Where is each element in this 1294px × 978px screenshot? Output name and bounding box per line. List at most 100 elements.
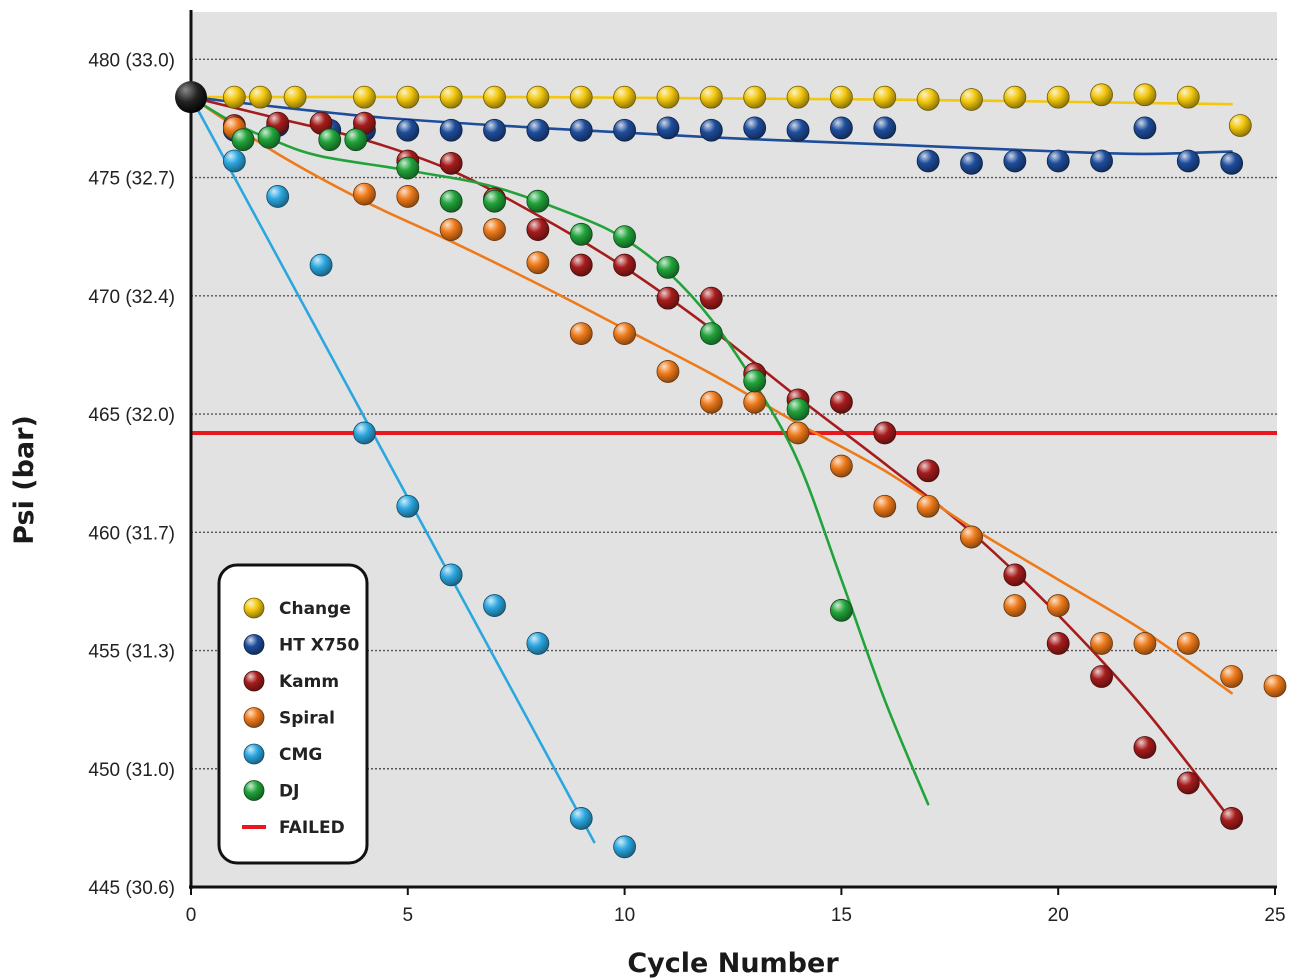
point-cmg (396, 494, 420, 518)
point-cmg (266, 185, 290, 208)
point-spiral (1176, 632, 1200, 655)
legend-label-change: Change (279, 599, 351, 619)
point-ht-x750 (656, 116, 680, 140)
x-tick-labels: 0 5 10 15 20 25 (186, 887, 1286, 926)
point-dj (656, 256, 680, 279)
point-change (613, 85, 636, 109)
point-ht-x750 (1220, 151, 1244, 175)
point-ht-x750 (1176, 149, 1200, 173)
y-tick-label: 475 (32.7) (88, 169, 175, 190)
point-spiral (526, 251, 550, 275)
point-ht-x750 (439, 118, 463, 142)
point-ht-x750 (483, 118, 506, 142)
point-dj (699, 322, 723, 346)
x-tick-label: 0 (186, 905, 197, 926)
point-dj (613, 225, 636, 249)
point-kamm (830, 390, 853, 414)
point-ht-x750 (743, 116, 767, 140)
point-spiral (569, 322, 593, 346)
point-change (699, 85, 723, 109)
point-dj (396, 156, 420, 180)
point-kamm (699, 286, 723, 310)
point-change (786, 85, 810, 109)
legend-marker-change (243, 597, 265, 619)
point-spiral (873, 494, 897, 518)
point-kamm (1220, 807, 1244, 830)
point-change (1228, 114, 1252, 137)
y-tick-label: 455 (31.3) (88, 642, 175, 663)
legend-marker-kamm (243, 670, 265, 692)
point-change (222, 85, 246, 109)
point-change (569, 85, 593, 109)
point-change (1133, 83, 1157, 107)
y-tick-label: 460 (31.7) (88, 523, 175, 544)
point-dj (231, 128, 255, 152)
point-change (1090, 83, 1113, 107)
point-dj (344, 128, 368, 152)
point-kamm (873, 421, 897, 445)
point-cmg (222, 149, 246, 173)
point-change (439, 85, 463, 109)
x-tick-label: 10 (614, 905, 635, 926)
point-dj (439, 189, 463, 213)
legend-marker-ht-x750 (243, 634, 265, 655)
point-cmg (569, 807, 593, 830)
point-spiral (396, 185, 420, 208)
x-tick-label: 20 (1048, 905, 1069, 926)
point-change (960, 88, 983, 111)
point-spiral (656, 360, 680, 383)
point-change (873, 85, 897, 109)
y-tick-label: 470 (32.4) (88, 287, 175, 308)
x-tick-label: 15 (831, 905, 852, 926)
point-ht-x750 (873, 116, 897, 140)
point-spiral (699, 390, 723, 414)
point-kamm (526, 218, 550, 241)
point-cmg (613, 835, 636, 859)
legend-marker-dj (243, 780, 265, 801)
data-points (222, 83, 1287, 859)
point-dj (257, 125, 281, 149)
point-change (483, 85, 506, 109)
y-tick-labels: 445 (30.6) 450 (31.0) 455 (31.3) 460 (31.7)… (88, 50, 175, 899)
point-kamm (656, 286, 680, 310)
x-tick-label: 25 (1264, 905, 1285, 926)
point-cmg (483, 594, 506, 617)
y-tick-label: 480 (33.0) (88, 50, 175, 71)
point-dj (743, 369, 767, 393)
point-spiral (1046, 594, 1070, 617)
point-cmg (353, 421, 376, 445)
point-ht-x750 (1090, 149, 1113, 173)
point-dj (483, 189, 506, 213)
legend-label-ht-x750: HT X750 (279, 636, 360, 656)
point-dj (830, 598, 853, 622)
axes (189, 10, 1277, 889)
point-ht-x750 (786, 118, 810, 142)
point-ht-x750 (526, 118, 550, 142)
legend-label-spiral: Spiral (279, 709, 335, 729)
point-change (916, 88, 940, 111)
point-kamm (439, 151, 463, 175)
point-change (1176, 85, 1200, 109)
point-kamm (1176, 771, 1200, 795)
point-kamm (1090, 665, 1113, 688)
point-ht-x750 (1046, 149, 1070, 173)
x-axis-title: Cycle Number (627, 948, 839, 978)
legend-label-dj: DJ (279, 782, 299, 802)
point-cmg (309, 253, 333, 277)
point-ht-x750 (699, 118, 723, 142)
point-change (353, 85, 376, 109)
point-spiral (1263, 674, 1287, 698)
y-tick-label: 450 (31.0) (88, 760, 175, 781)
point-change (656, 85, 680, 109)
y-tick-label: 445 (30.6) (88, 878, 175, 899)
point-ht-x750 (916, 149, 940, 173)
point-change (1046, 85, 1070, 109)
start-point (175, 81, 207, 114)
legend-marker-cmg (243, 743, 265, 765)
legend: Change HT X750 Kamm Spiral CMG DJ FAILED (217, 563, 369, 865)
point-spiral (743, 390, 767, 414)
point-ht-x750 (1003, 149, 1027, 173)
point-spiral (786, 421, 810, 445)
legend-label-kamm: Kamm (279, 672, 339, 692)
